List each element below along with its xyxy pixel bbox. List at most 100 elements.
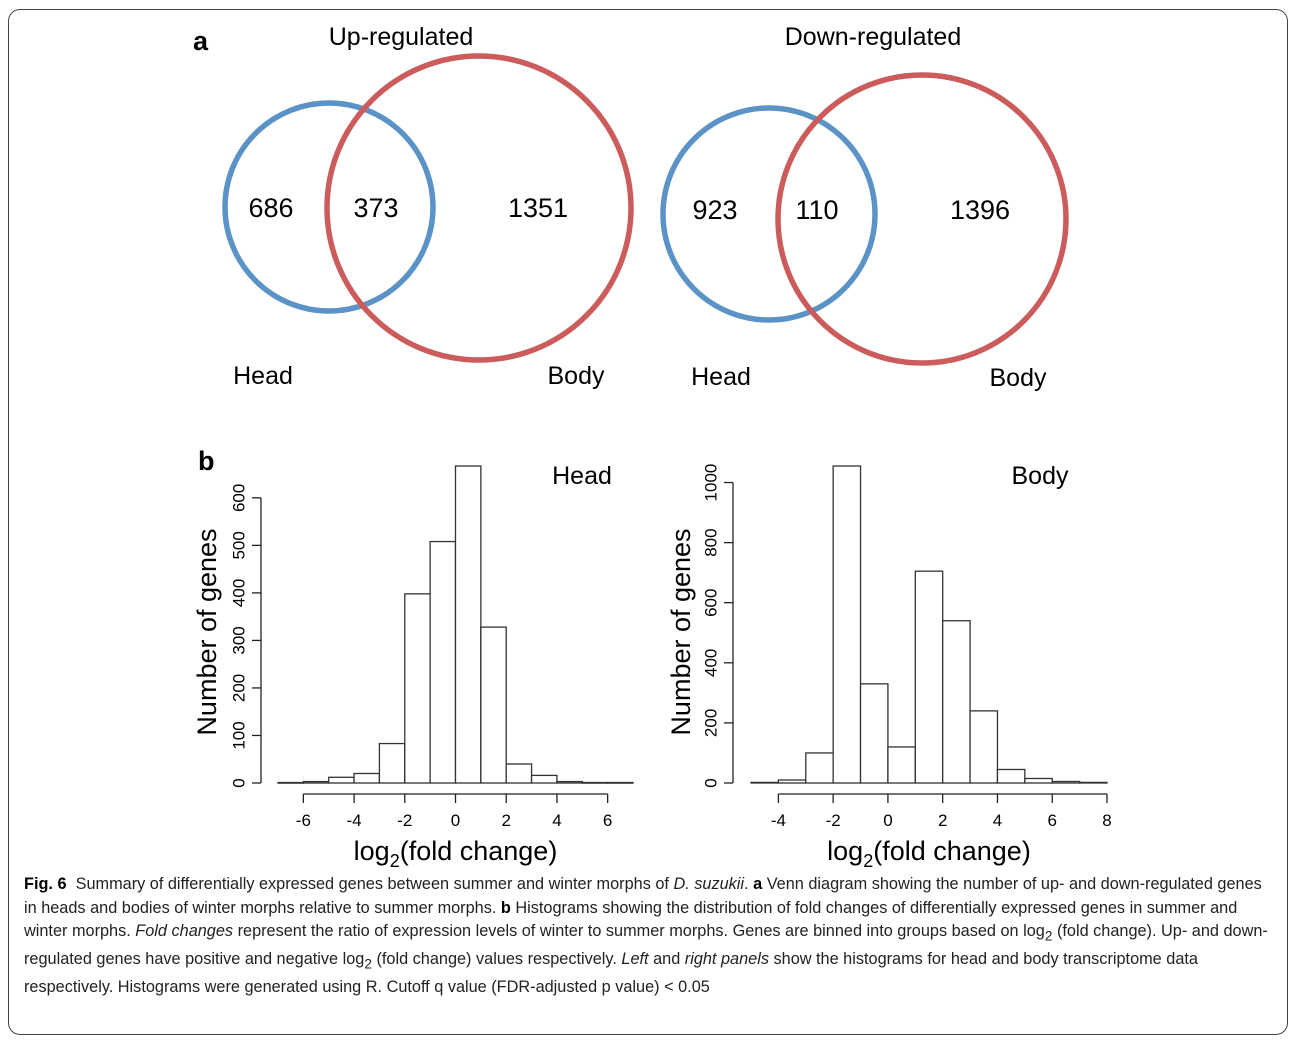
x-tick-label: 8 <box>1102 811 1111 830</box>
y-tick-label: 0 <box>701 778 720 787</box>
caption-text: . <box>744 875 754 893</box>
venn-head-label: Head <box>691 363 751 391</box>
venn-body-label: Body <box>990 364 1047 392</box>
histogram-bar <box>556 780 583 784</box>
panel-b-label: b <box>198 446 215 476</box>
caption-italic: Fold changes <box>135 922 234 940</box>
caption-text: (fold change). Up- and down-regulated ge… <box>24 922 1268 968</box>
histogram-bar <box>777 779 807 784</box>
histogram-body: -4 -2 0 2 4 6 8 0 200 400 600 800 1000 Number of gene… <box>666 462 1112 870</box>
histogram-bar <box>353 772 381 784</box>
x-tick-label: -4 <box>347 811 362 830</box>
venn-only-head-count: 686 <box>248 193 293 223</box>
caption-subscript: 2 <box>364 956 372 971</box>
caption-a-label: a <box>753 875 763 893</box>
y-tick-label: 800 <box>701 528 720 556</box>
y-tick-label: 0 <box>229 778 248 787</box>
caption-italic: right panels <box>684 949 769 968</box>
histogram-title: Body <box>1012 462 1069 490</box>
venn-head-label: Head <box>233 362 293 390</box>
x-tick-label: -4 <box>771 811 786 830</box>
histogram-bar <box>750 781 780 784</box>
histogram-bar <box>805 752 834 784</box>
y-tick-label: 100 <box>229 721 248 749</box>
venn-title: Up-regulated <box>329 23 474 51</box>
histogram-bar <box>1051 780 1081 784</box>
histogram-bar <box>454 465 482 784</box>
venn-overlap-count: 110 <box>795 195 838 225</box>
histogram-bar <box>378 742 406 784</box>
venn-only-body-count: 1396 <box>950 195 1010 225</box>
histogram-title: Head <box>552 462 612 490</box>
histogram-bar <box>996 768 1026 784</box>
histogram-bar <box>887 746 916 784</box>
histogram-bar <box>914 570 944 784</box>
y-tick-label: 600 <box>701 589 720 617</box>
histogram-bar <box>1024 777 1053 784</box>
venn-head-circle <box>660 105 878 323</box>
histogram-bar <box>832 465 862 784</box>
caption-text: represent the ratio of expression levels… <box>233 922 1045 940</box>
x-axis-label-rest: (fold change) <box>400 836 558 866</box>
venn-overlap-count: 373 <box>353 193 398 223</box>
x-tick-label: -2 <box>826 811 841 830</box>
x-tick-label: 2 <box>938 811 947 830</box>
caption-text: Histograms showing the distribution of f… <box>24 898 1238 941</box>
histogram-bar <box>429 540 457 784</box>
x-axis-label: log2(fold change) <box>354 836 558 870</box>
histogram-bar <box>328 776 355 784</box>
x-tick-label: 6 <box>1047 811 1056 830</box>
y-tick-label: 500 <box>229 531 248 559</box>
venn-only-body-count: 1351 <box>508 193 568 223</box>
caption-text: (fold change) values respectively. <box>371 949 622 968</box>
histogram-bar <box>505 763 533 784</box>
x-axis-label-subscript: 2 <box>863 851 873 870</box>
histogram-bar <box>480 626 507 784</box>
x-axis-label-main: log <box>354 836 390 866</box>
venn-up-regulated: Up-regulated 686 373 1351 Head Body <box>222 23 634 390</box>
caption-text: Venn diagram showing the number of up- a… <box>24 875 1262 917</box>
caption-text: show the histograms for head and body tr… <box>24 949 1198 996</box>
x-tick-label: 0 <box>451 811 460 830</box>
venn-down-regulated: Down-regulated 923 110 1396 Head Body <box>660 23 1069 392</box>
caption-b-label: b <box>500 898 511 917</box>
histogram-bar <box>606 781 634 784</box>
venn-body-label: Body <box>548 362 605 390</box>
histogram-bar <box>969 710 999 784</box>
figure-caption: Fig. 6 Summary of differentially express… <box>24 873 1276 999</box>
figure-frame <box>8 9 1288 1035</box>
x-axis-label-main: log <box>827 836 863 866</box>
venn-body-circle <box>324 53 634 363</box>
histogram-bar <box>1078 781 1108 784</box>
caption-subscript: 2 <box>1044 928 1053 944</box>
caption-text: Summary of differentially expressed gene… <box>75 875 674 893</box>
y-tick-label: 400 <box>229 579 248 607</box>
y-tick-label: 400 <box>701 649 720 677</box>
figure-canvas: a Up-regulated 686 373 1351 Head Body Do… <box>192 23 1112 870</box>
histogram-head: -6 -4 -2 0 2 4 6 0 100 200 300 400 500 600 Number of g… <box>192 462 634 870</box>
y-tick-label: 1000 <box>701 464 720 502</box>
histogram-bar <box>859 683 889 784</box>
histogram-bar <box>530 774 558 784</box>
x-tick-label: 0 <box>883 811 892 830</box>
y-axis-label: Number of genes <box>192 528 222 735</box>
x-axis-label-rest: (fold change) <box>873 836 1031 866</box>
caption-italic: Left <box>621 949 649 968</box>
histogram-bar <box>277 781 305 784</box>
venn-body-circle <box>775 72 1069 366</box>
x-axis-label-subscript: 2 <box>390 851 400 870</box>
histogram-bar <box>302 780 330 784</box>
caption-text: and <box>648 949 685 968</box>
panel-a-label: a <box>193 26 209 56</box>
histogram-bar <box>581 781 609 784</box>
fig-label: Fig. 6 <box>24 875 67 893</box>
x-tick-label: 4 <box>552 811 561 830</box>
x-tick-label: 4 <box>993 811 1002 830</box>
y-axis-label: Number of genes <box>666 528 696 735</box>
venn-head-circle <box>222 100 436 314</box>
species-name: D. suzukii <box>673 875 745 893</box>
x-tick-label: -6 <box>296 811 311 830</box>
y-tick-label: 200 <box>229 674 248 702</box>
venn-only-head-count: 923 <box>692 195 737 225</box>
y-tick-label: 600 <box>229 484 248 512</box>
